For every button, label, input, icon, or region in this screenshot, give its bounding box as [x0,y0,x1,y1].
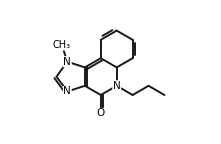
Text: N: N [113,81,121,91]
Text: CH₃: CH₃ [53,40,71,50]
Text: N: N [63,87,71,96]
Text: O: O [97,108,105,118]
Text: N: N [63,57,71,67]
